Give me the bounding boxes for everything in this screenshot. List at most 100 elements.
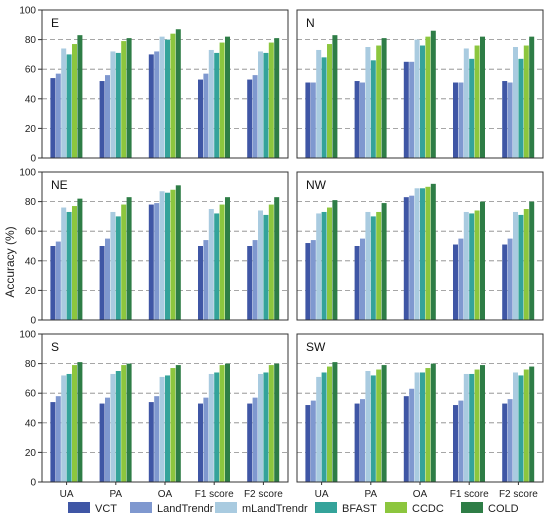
- y-tick-label: 0: [30, 154, 36, 165]
- bar-bfast-pa: [115, 52, 121, 158]
- bar-mlandtrendr-f1-score: [208, 209, 214, 320]
- bar-bfast-oa: [165, 192, 170, 320]
- bar-bfast-f2-score: [518, 375, 524, 482]
- bar-cold-ua: [332, 200, 338, 320]
- x-tick-label: OA: [158, 489, 173, 500]
- legend-swatch-landtrendr: [130, 502, 152, 513]
- bar-mlandtrendr-oa: [159, 191, 165, 320]
- bar-mlandtrendr-f2-score: [258, 51, 263, 158]
- bar-mlandtrendr-ua: [316, 376, 322, 482]
- bar-vct-f2-score: [502, 403, 508, 482]
- bar-ccdc-pa: [121, 41, 127, 158]
- bar-bfast-f2-score: [518, 214, 524, 320]
- y-tick-label: 0: [30, 316, 36, 327]
- bar-cold-oa: [430, 183, 436, 320]
- bar-bfast-f2-score: [263, 372, 269, 482]
- bar-cold-ua: [77, 198, 83, 320]
- bar-cold-f2-score: [274, 197, 280, 320]
- bar-cold-f2-score: [274, 363, 280, 482]
- x-tick-label: F2 score: [244, 489, 283, 500]
- bar-ccdc-ua: [72, 365, 77, 482]
- bar-vct-ua: [50, 402, 56, 482]
- bar-mlandtrendr-pa: [110, 211, 116, 320]
- bar-mlandtrendr-ua: [316, 213, 322, 320]
- bar-vct-pa: [354, 403, 360, 482]
- bar-cold-oa: [430, 363, 436, 482]
- bar-vct-pa: [99, 403, 105, 482]
- bar-mlandtrendr-oa: [414, 39, 420, 158]
- y-tick-label: 20: [25, 448, 37, 459]
- bar-mlandtrendr-ua: [316, 49, 322, 158]
- bar-ccdc-f1-score: [219, 42, 225, 159]
- y-tick-label: 80: [25, 35, 37, 46]
- bar-bfast-ua: [66, 54, 72, 158]
- bar-cold-f1-score: [225, 363, 230, 482]
- x-tick-label: PA: [364, 489, 377, 500]
- bar-vct-f2-score: [247, 79, 253, 158]
- legend-swatch-bfast: [315, 502, 337, 513]
- bar-bfast-ua: [321, 57, 327, 158]
- bar-landtrendr-oa: [409, 195, 415, 320]
- x-tick-label: F1 score: [450, 489, 489, 500]
- bar-vct-pa: [99, 246, 105, 320]
- bar-mlandtrendr-pa: [365, 47, 371, 158]
- bar-ccdc-f1-score: [219, 365, 225, 482]
- legend-label-vct: VCT: [95, 503, 117, 515]
- bar-bfast-f1-score: [214, 372, 220, 482]
- bar-cold-f1-score: [480, 201, 485, 320]
- bar-bfast-ua: [321, 211, 327, 320]
- panel-label: SW: [306, 340, 326, 354]
- panel-e: 0 20 40 60 80 100 E: [19, 6, 289, 165]
- y-tick-label: 80: [25, 359, 37, 370]
- bar-vct-f1-score: [453, 244, 458, 320]
- bar-ccdc-pa: [376, 211, 382, 320]
- bar-landtrendr-ua: [310, 240, 316, 320]
- bar-landtrendr-oa: [154, 51, 160, 158]
- legend-swatch-cold: [461, 502, 483, 513]
- panel-frame: [296, 9, 544, 159]
- bar-mlandtrendr-pa: [110, 373, 116, 482]
- bar-mlandtrendr-f2-score: [513, 47, 518, 158]
- panel-frame: [41, 171, 289, 321]
- bar-vct-f2-score: [247, 403, 253, 482]
- bar-mlandtrendr-pa: [110, 51, 116, 158]
- bar-bfast-pa: [115, 371, 121, 482]
- panel-s: 0 20 40 60 80 100 UA PA OA F1 score F2 score S: [19, 330, 289, 500]
- bar-vct-pa: [99, 81, 105, 158]
- bar-vct-pa: [354, 81, 360, 158]
- bar-ccdc-oa: [170, 33, 176, 158]
- bar-mlandtrendr-oa: [159, 376, 165, 482]
- y-tick-label: 20: [25, 124, 37, 135]
- bar-mlandtrendr-f1-score: [208, 373, 214, 482]
- bar-ccdc-pa: [376, 369, 382, 482]
- panel-frame: [41, 9, 289, 159]
- y-tick-label: 100: [19, 6, 36, 17]
- bar-bfast-oa: [165, 375, 170, 482]
- bar-landtrendr-f2-score: [507, 399, 513, 482]
- bar-vct-oa: [403, 61, 409, 158]
- legend-swatch-vct: [68, 502, 90, 513]
- bar-vct-ua: [305, 405, 311, 482]
- panel-label: N: [306, 16, 315, 30]
- bar-ccdc-oa: [425, 36, 431, 158]
- bar-landtrendr-f1-score: [203, 397, 209, 482]
- bar-bfast-pa: [370, 60, 376, 158]
- bar-bfast-pa: [115, 216, 121, 320]
- bar-bfast-oa: [420, 188, 425, 320]
- bar-cold-pa: [381, 38, 387, 159]
- legend-label-ccdc: CCDC: [412, 503, 444, 515]
- y-tick-label: 100: [19, 330, 36, 341]
- bar-mlandtrendr-f1-score: [463, 373, 469, 482]
- bar-vct-f2-score: [247, 246, 253, 320]
- legend: VCT LandTrendr mLandTrendr BFAST CCDC COLD: [68, 502, 519, 515]
- bar-vct-f1-score: [198, 79, 203, 158]
- bar-ccdc-ua: [72, 206, 77, 320]
- bar-ccdc-ua: [327, 44, 332, 158]
- bar-landtrendr-pa: [105, 238, 110, 320]
- bar-bfast-oa: [420, 45, 425, 158]
- bar-cold-ua: [77, 362, 83, 482]
- bar-vct-ua: [50, 246, 56, 320]
- bar-ccdc-f2-score: [523, 45, 529, 158]
- bar-cold-pa: [126, 38, 132, 159]
- y-tick-label: 40: [25, 94, 37, 105]
